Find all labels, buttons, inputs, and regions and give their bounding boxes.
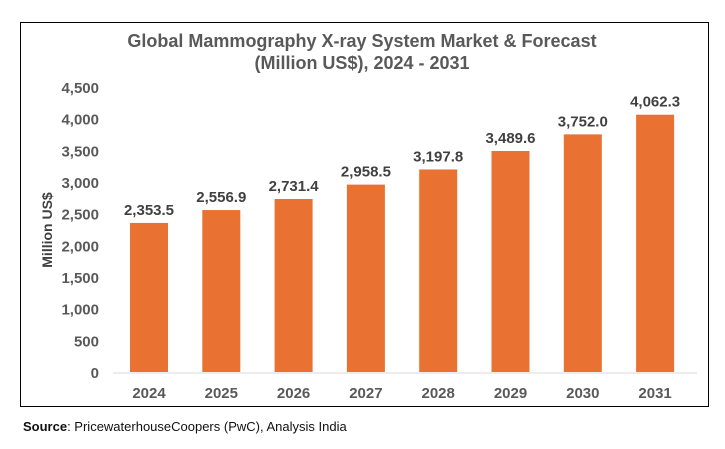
chart-title: Global Mammography X-ray System Market &… (127, 31, 596, 51)
x-tick-label: 2030 (566, 385, 599, 402)
data-label: 3,197.8 (413, 148, 463, 165)
chart-subtitle: (Million US$), 2024 - 2031 (254, 53, 469, 73)
source-label: Source (23, 419, 68, 434)
bar-2031 (636, 114, 675, 372)
bar-2026 (274, 199, 313, 372)
y-tick-label: 2,000 (61, 238, 99, 255)
x-tick-label: 2025 (205, 385, 238, 402)
x-tick-label: 2026 (277, 385, 310, 402)
x-tick-label: 2027 (349, 385, 382, 402)
chart-frame (20, 22, 709, 407)
x-tick-label: 2031 (638, 385, 671, 402)
y-tick-label: 1,500 (61, 270, 99, 287)
x-tick-label: 2028 (422, 385, 455, 402)
data-label: 2,958.5 (341, 164, 391, 181)
source-note: Source: PricewaterhouseCoopers (PwC), An… (23, 419, 347, 434)
x-tick-label: 2029 (494, 385, 527, 402)
y-tick-label: 3,500 (61, 143, 99, 160)
source-text: : PricewaterhouseCoopers (PwC), Analysis… (67, 419, 347, 434)
bar-2027 (346, 184, 385, 372)
data-label: 2,353.5 (124, 202, 174, 219)
y-axis-label: Million US$ (39, 192, 55, 268)
y-tick-label: 3,000 (61, 175, 99, 192)
bar-2030 (563, 134, 602, 372)
bar-2025 (202, 210, 241, 372)
bar-2028 (419, 169, 458, 372)
y-tick-label: 1,000 (61, 302, 99, 319)
data-label: 3,752.0 (558, 113, 608, 130)
y-tick-label: 4,500 (61, 80, 99, 97)
data-label: 2,731.4 (269, 178, 320, 195)
bar-2029 (491, 150, 530, 372)
y-tick-label: 2,500 (61, 207, 99, 224)
y-tick-label: 4,000 (61, 112, 99, 129)
data-label: 3,489.6 (485, 130, 535, 147)
x-tick-label: 2024 (132, 385, 166, 402)
bar-2024 (130, 222, 168, 372)
data-label: 4,062.3 (630, 94, 680, 111)
data-label: 2,556.9 (196, 189, 246, 206)
y-tick-label: 500 (74, 333, 99, 350)
y-tick-label: 0 (91, 365, 99, 382)
